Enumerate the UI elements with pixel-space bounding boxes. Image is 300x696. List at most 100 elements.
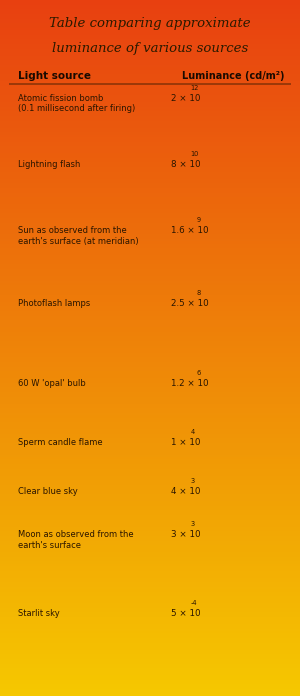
Bar: [0, 211, 300, 214]
Bar: [0, 371, 300, 374]
Bar: [0, 557, 300, 559]
Text: 2.5 × 10: 2.5 × 10: [171, 299, 209, 308]
Bar: [0, 443, 300, 445]
Bar: [0, 517, 300, 520]
Bar: [0, 578, 300, 580]
Bar: [0, 374, 300, 376]
Text: Light source: Light source: [18, 71, 91, 81]
Bar: [0, 197, 300, 200]
Text: 9: 9: [197, 217, 201, 223]
Bar: [0, 527, 300, 529]
Bar: [0, 5, 300, 7]
Text: Starlit sky: Starlit sky: [18, 609, 60, 618]
Bar: [0, 583, 300, 585]
Bar: [0, 522, 300, 524]
Bar: [0, 104, 300, 106]
Bar: [0, 550, 300, 552]
Bar: [0, 190, 300, 193]
Bar: [0, 74, 300, 77]
Bar: [0, 432, 300, 434]
Text: 8 × 10: 8 × 10: [171, 160, 201, 169]
Bar: [0, 508, 300, 510]
Bar: [0, 84, 300, 86]
Bar: [0, 350, 300, 353]
Bar: [0, 608, 300, 610]
Bar: [0, 72, 300, 74]
Text: Lightning flash: Lightning flash: [18, 160, 80, 169]
Bar: [0, 235, 300, 237]
Bar: [0, 478, 300, 480]
Bar: [0, 137, 300, 139]
Bar: [0, 162, 300, 165]
Bar: [0, 647, 300, 649]
Bar: [0, 510, 300, 513]
Bar: [0, 434, 300, 436]
Bar: [0, 606, 300, 608]
Bar: [0, 271, 300, 274]
Bar: [0, 202, 300, 204]
Bar: [0, 383, 300, 385]
Bar: [0, 195, 300, 197]
Text: 60 W 'opal' bulb: 60 W 'opal' bulb: [18, 379, 86, 388]
Text: Atomic fission bomb
(0.1 millisecond after firing): Atomic fission bomb (0.1 millisecond aft…: [18, 94, 135, 113]
Bar: [0, 2, 300, 5]
Bar: [0, 404, 300, 406]
Bar: [0, 638, 300, 640]
Bar: [0, 204, 300, 207]
Bar: [0, 494, 300, 496]
Bar: [0, 585, 300, 587]
Bar: [0, 429, 300, 432]
Bar: [0, 480, 300, 482]
Bar: [0, 12, 300, 14]
Bar: [0, 622, 300, 624]
Bar: [0, 610, 300, 612]
Bar: [0, 274, 300, 276]
Bar: [0, 397, 300, 399]
Bar: [0, 70, 300, 72]
Text: Luminance (cd/m²): Luminance (cd/m²): [182, 71, 285, 81]
Bar: [0, 123, 300, 125]
Bar: [0, 489, 300, 492]
Text: Clear blue sky: Clear blue sky: [18, 487, 78, 496]
Bar: [0, 390, 300, 392]
Bar: [0, 28, 300, 30]
Bar: [0, 395, 300, 397]
Text: 5 × 10: 5 × 10: [171, 609, 201, 618]
Text: Table comparing approximate: Table comparing approximate: [49, 17, 251, 31]
Bar: [0, 183, 300, 186]
Bar: [0, 357, 300, 360]
Bar: [0, 332, 300, 334]
Bar: [0, 188, 300, 190]
Bar: [0, 37, 300, 40]
Bar: [0, 406, 300, 409]
Bar: [0, 251, 300, 253]
Bar: [0, 367, 300, 369]
Bar: [0, 225, 300, 228]
Bar: [0, 111, 300, 113]
Bar: [0, 649, 300, 652]
Bar: [0, 186, 300, 188]
Bar: [0, 369, 300, 371]
Bar: [0, 615, 300, 617]
Bar: [0, 534, 300, 536]
Bar: [0, 47, 300, 49]
Bar: [0, 132, 300, 134]
Bar: [0, 151, 300, 153]
Bar: [0, 179, 300, 181]
Bar: [0, 452, 300, 454]
Bar: [0, 174, 300, 176]
Bar: [0, 285, 300, 287]
Bar: [0, 552, 300, 555]
Bar: [0, 311, 300, 313]
Bar: [0, 287, 300, 290]
Bar: [0, 106, 300, 109]
Text: 1.6 × 10: 1.6 × 10: [171, 226, 208, 235]
Bar: [0, 148, 300, 151]
Bar: [0, 334, 300, 336]
Bar: [0, 237, 300, 239]
Bar: [0, 520, 300, 522]
Bar: [0, 529, 300, 531]
Bar: [0, 86, 300, 88]
Bar: [0, 223, 300, 225]
Bar: [0, 599, 300, 601]
